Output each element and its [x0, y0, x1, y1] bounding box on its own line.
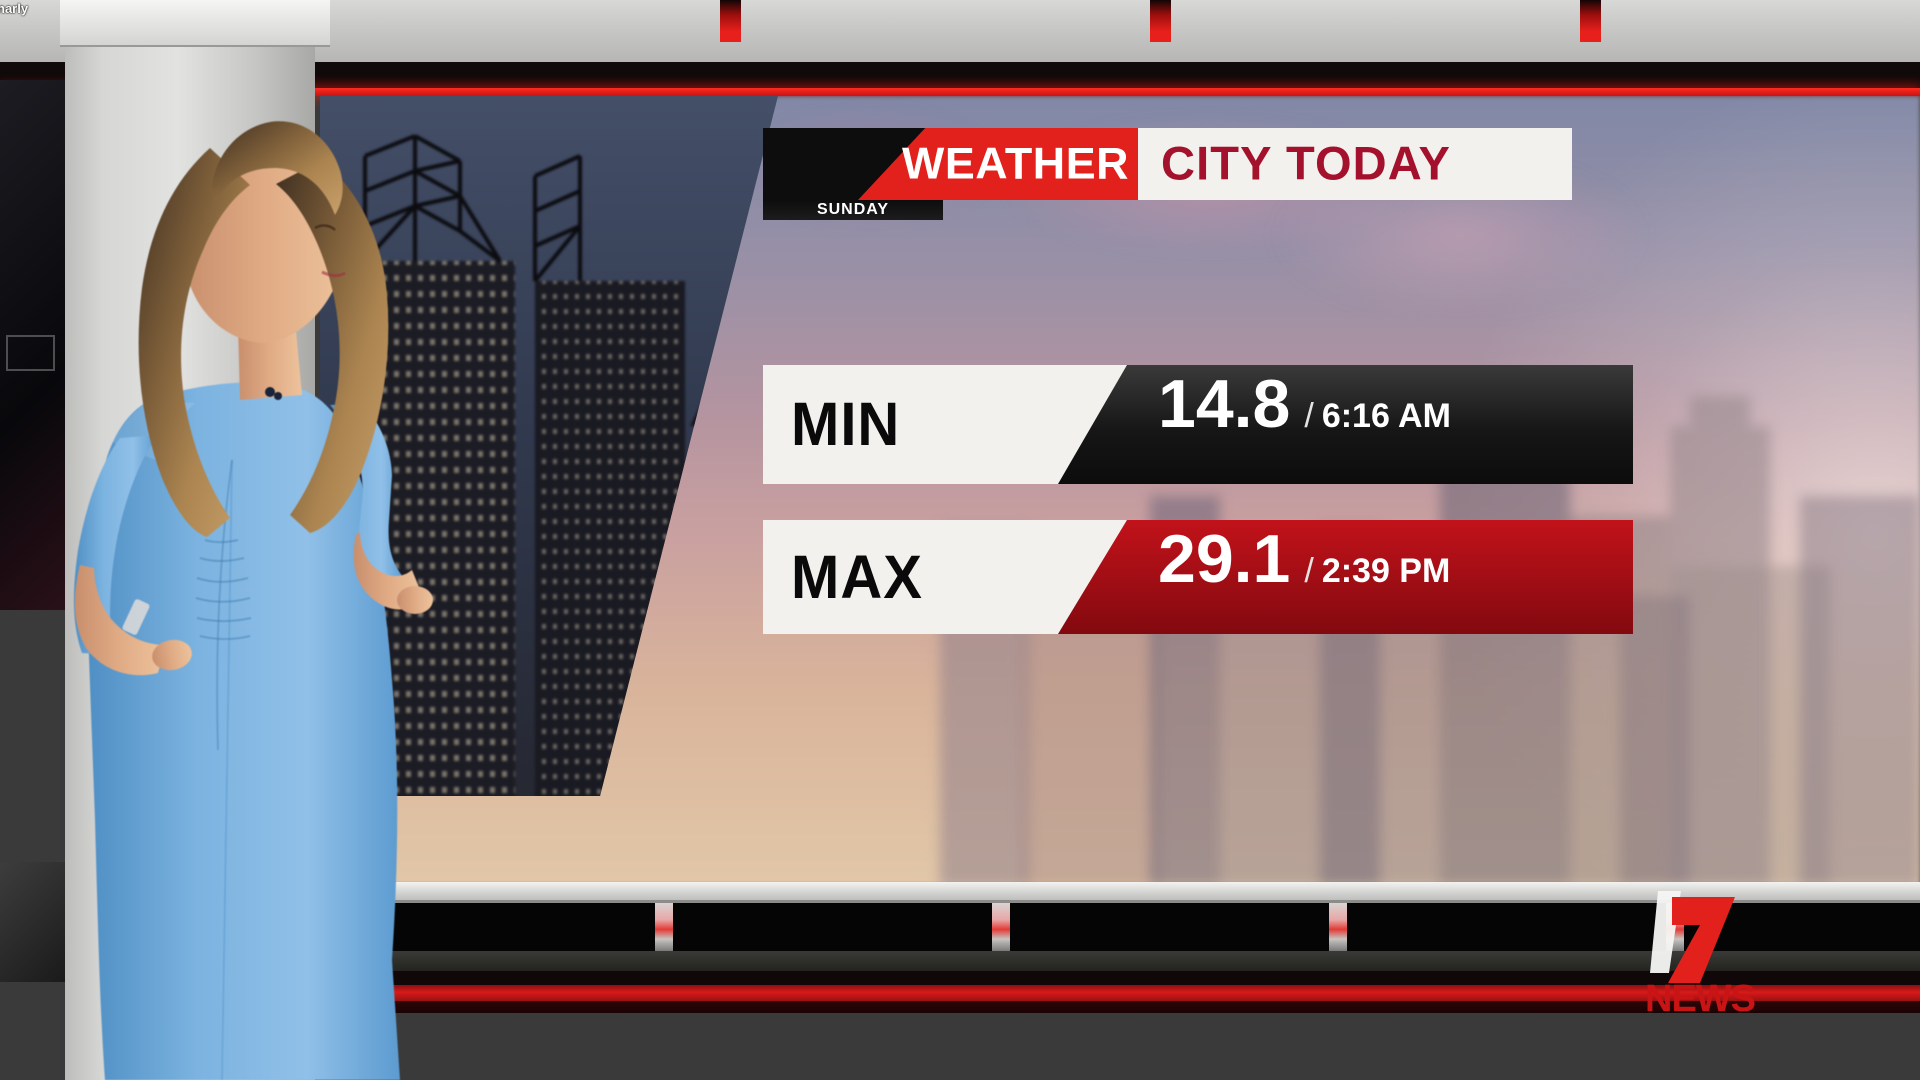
- svg-text:NEWS: NEWS: [1645, 978, 1755, 1020]
